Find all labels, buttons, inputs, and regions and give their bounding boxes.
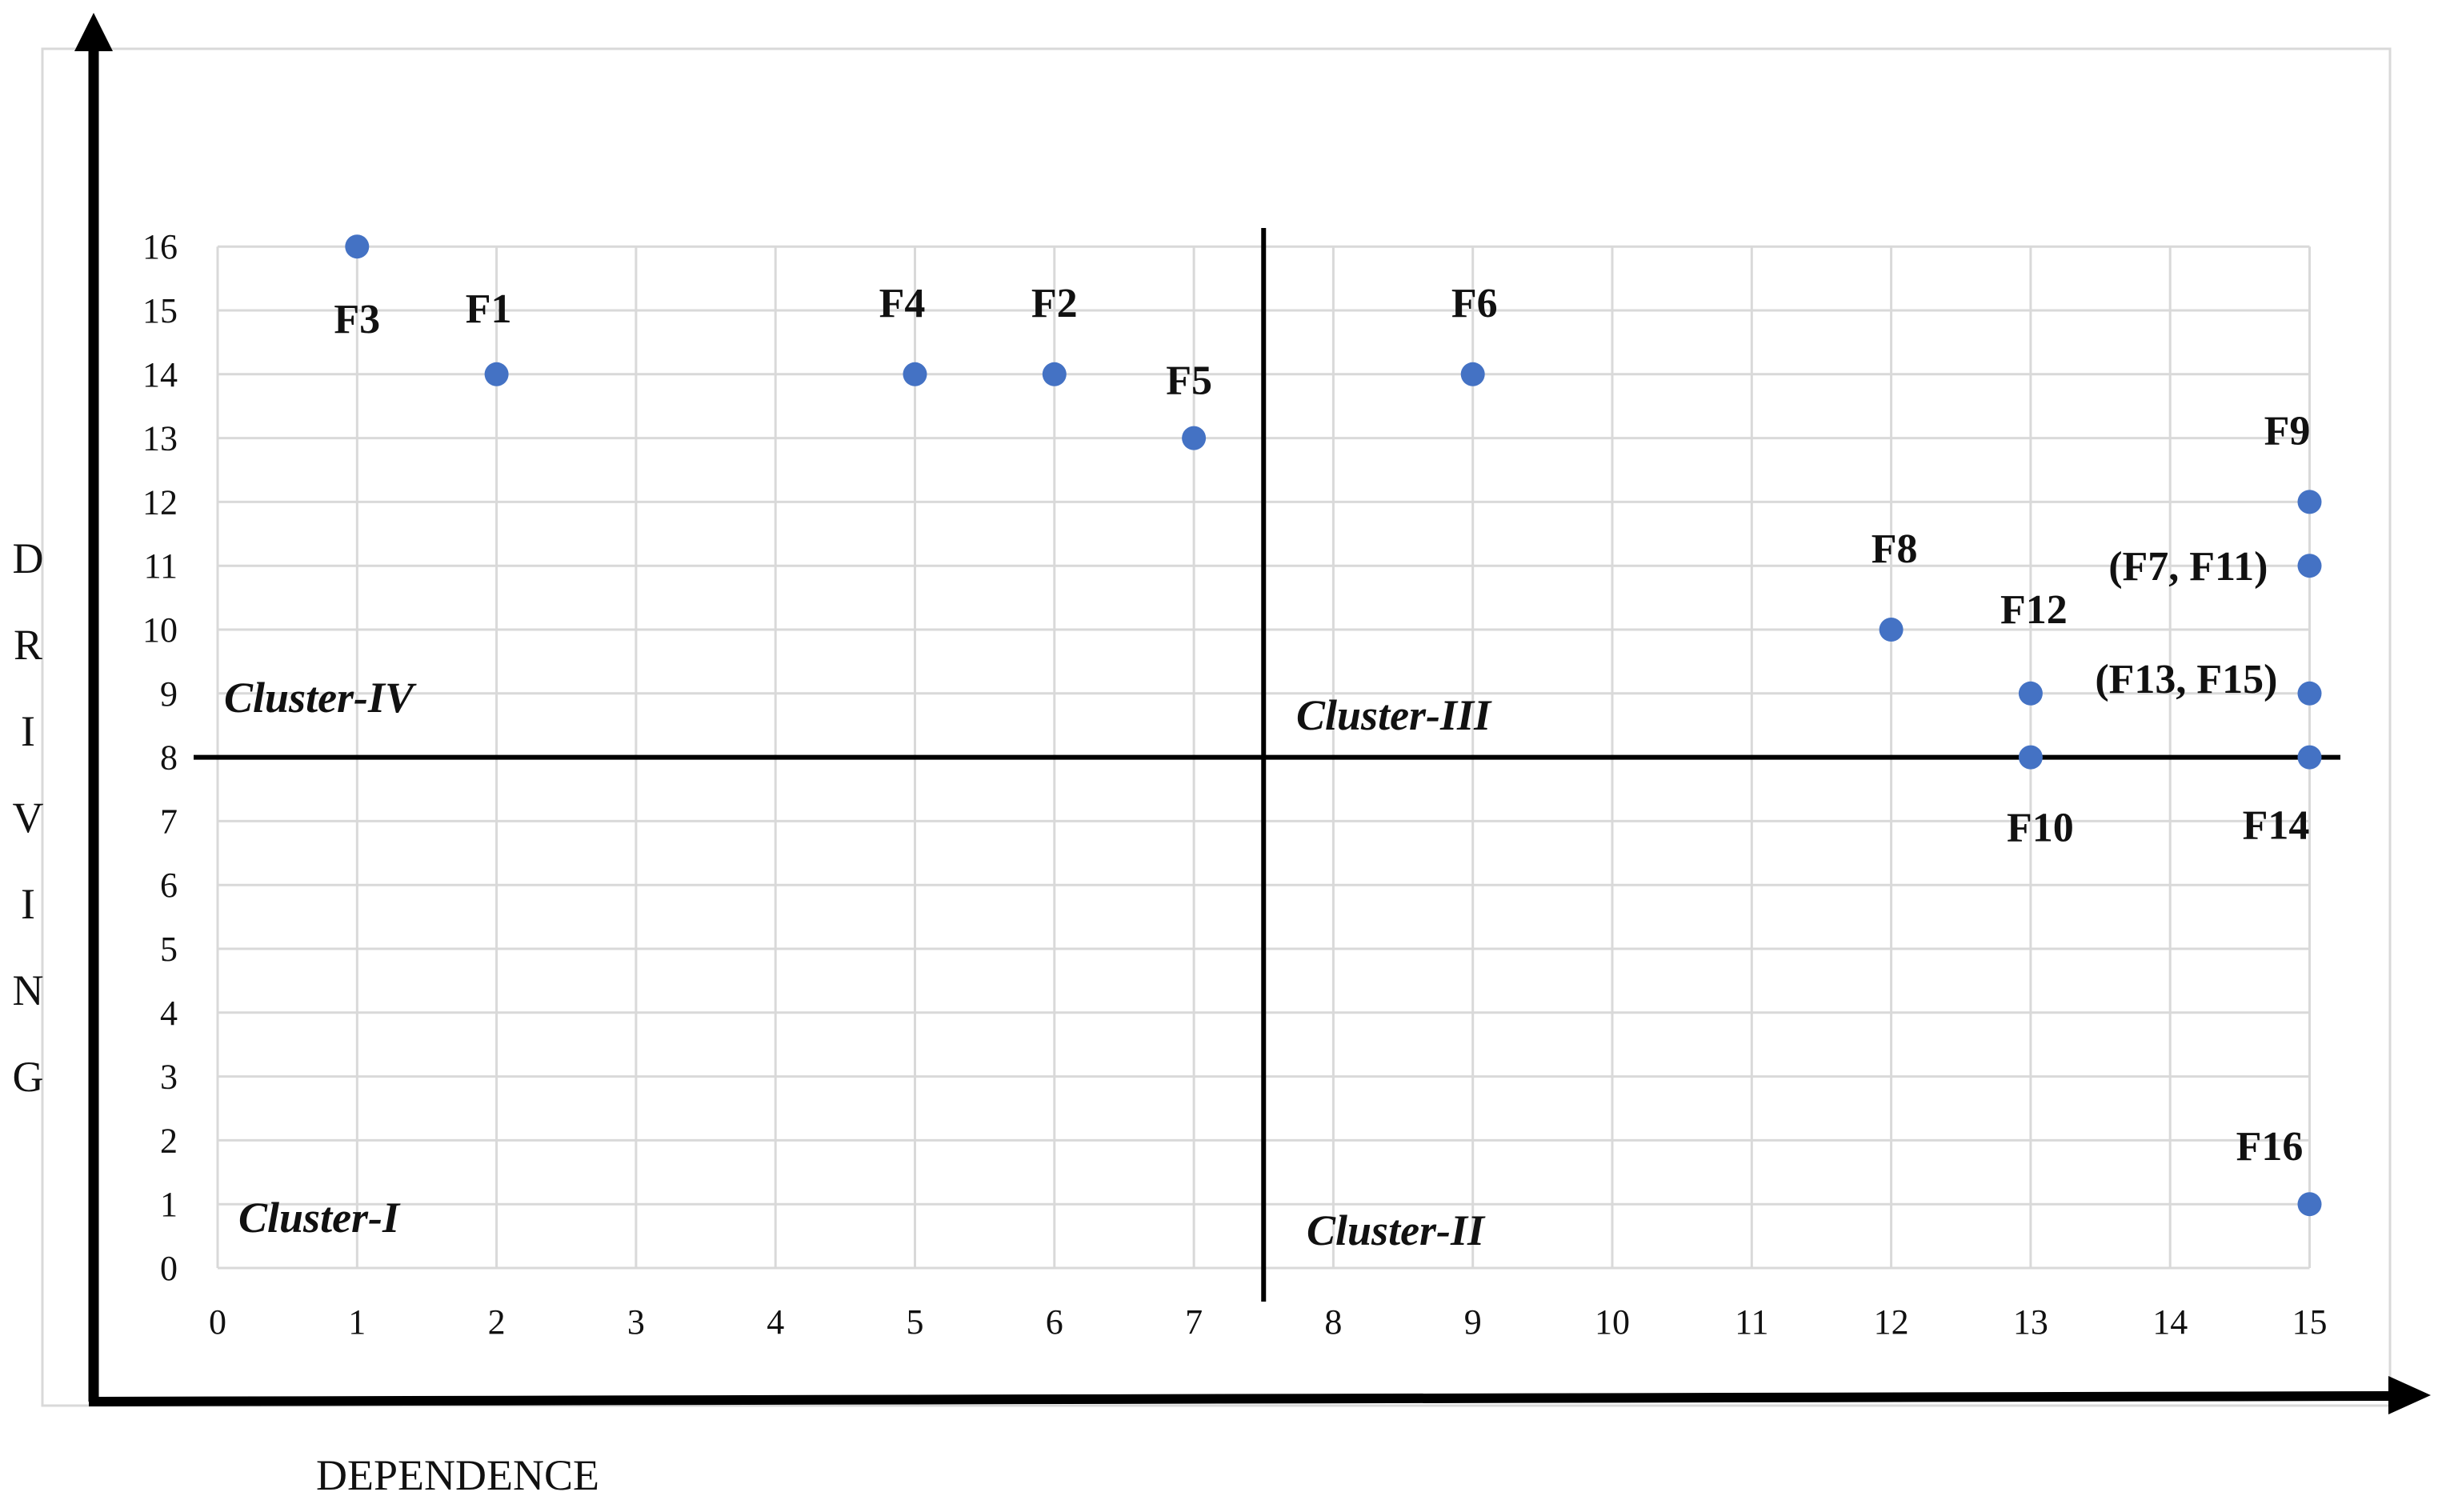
data-point xyxy=(484,362,509,386)
data-point xyxy=(2297,1192,2322,1217)
data-point-label: F12 xyxy=(2000,587,2068,633)
data-point xyxy=(2297,554,2322,578)
cluster-label: Cluster-I xyxy=(238,1194,401,1242)
y-axis-title-letter: I xyxy=(21,707,35,755)
data-point-label: F6 xyxy=(1451,281,1498,326)
y-tick-label: 1 xyxy=(160,1185,178,1224)
x-tick-label: 5 xyxy=(907,1302,924,1342)
cluster-labels: Cluster-IV Cluster-III Cluster-I Cluster-II xyxy=(224,674,1492,1254)
y-tick-label: 7 xyxy=(160,802,178,841)
data-point-label: F9 xyxy=(2264,408,2311,454)
data-point xyxy=(2018,681,2043,706)
data-point-label: F16 xyxy=(2236,1124,2304,1170)
point-labels: F3 F1 F4 F2 F5 F6 F9 (F7, F11) F8 F12 (F13, F15) F1… xyxy=(334,281,2310,1170)
data-point xyxy=(1042,362,1067,386)
cluster-label: Cluster-III xyxy=(1296,691,1492,739)
x-tick-label: 8 xyxy=(1324,1302,1342,1342)
data-point xyxy=(345,234,370,259)
data-point-label: F1 xyxy=(466,286,512,332)
data-point-label: (F13, F15) xyxy=(2095,657,2277,702)
data-point-label: F3 xyxy=(334,297,380,342)
data-point-label: F8 xyxy=(1872,526,1918,572)
data-point-label: F2 xyxy=(1031,281,1078,326)
x-tick-label: 14 xyxy=(2152,1302,2188,1342)
y-axis-title-letter: N xyxy=(13,966,44,1014)
y-tick-label: 8 xyxy=(160,738,178,778)
data-point xyxy=(1879,618,1904,642)
y-tick-label: 14 xyxy=(142,355,178,394)
x-axis-title: DEPENDENCE xyxy=(316,1451,599,1499)
axis-arrows xyxy=(74,13,2431,1414)
data-point xyxy=(2297,490,2322,514)
x-tick-label: 1 xyxy=(348,1302,366,1342)
y-tick-label: 12 xyxy=(142,482,178,522)
y-axis-title-letter: R xyxy=(14,621,42,669)
data-point xyxy=(1182,426,1207,450)
y-axis-title-letter: V xyxy=(13,794,44,842)
x-tick-label: 2 xyxy=(488,1302,506,1342)
data-point xyxy=(2297,681,2322,706)
plot-frame xyxy=(41,47,2392,1407)
x-tick-label: 13 xyxy=(2013,1302,2048,1342)
y-tick-label: 16 xyxy=(142,227,178,266)
y-tick-label: 15 xyxy=(142,291,178,330)
y-axis-title-letter: G xyxy=(13,1053,44,1101)
x-tick-label: 4 xyxy=(767,1302,784,1342)
y-axis-arrowhead xyxy=(74,13,113,51)
data-point xyxy=(903,362,927,386)
x-tick-label: 10 xyxy=(1595,1302,1630,1342)
y-tick-label: 10 xyxy=(142,610,178,650)
data-point-label: F10 xyxy=(2007,806,2074,851)
data-point-label: F4 xyxy=(879,281,926,326)
quadrant-dividers xyxy=(194,228,2340,1302)
y-tick-label: 3 xyxy=(160,1058,178,1097)
y-tick-label: 9 xyxy=(160,674,178,714)
x-tick-label: 7 xyxy=(1185,1302,1203,1342)
data-point xyxy=(2297,745,2322,770)
x-tick-label: 0 xyxy=(209,1302,226,1342)
data-point xyxy=(1460,362,1485,386)
x-axis-line xyxy=(88,1391,2389,1406)
x-axis-arrowhead xyxy=(2388,1376,2431,1414)
data-points xyxy=(345,234,2322,1217)
cluster-label: Cluster-IV xyxy=(224,674,417,722)
y-tick-label: 6 xyxy=(160,866,178,905)
y-axis-title-letter: D xyxy=(13,534,44,582)
data-point-label: F14 xyxy=(2243,803,2310,849)
data-point-label: (F7, F11) xyxy=(2108,544,2268,590)
cluster-label: Cluster-II xyxy=(1307,1206,1486,1254)
x-tick-label: 11 xyxy=(1735,1302,1768,1342)
x-tick-label: 15 xyxy=(2292,1302,2328,1342)
x-tick-label: 12 xyxy=(1874,1302,1909,1342)
x-tick-label: 9 xyxy=(1464,1302,1482,1342)
x-tick-label: 6 xyxy=(1046,1302,1063,1342)
y-tick-label: 5 xyxy=(160,930,178,969)
y-tick-label: 13 xyxy=(142,419,178,458)
x-tick-label: 3 xyxy=(627,1302,645,1342)
y-tick-label: 11 xyxy=(144,546,178,586)
y-axis-title-letter: I xyxy=(21,880,35,928)
tick-labels: 0 1 2 3 4 5 6 7 8 9 10 11 12 13 14 15012345678910111213… xyxy=(142,227,2328,1342)
y-tick-label: 0 xyxy=(160,1249,178,1288)
data-point xyxy=(2018,745,2043,770)
y-tick-label: 4 xyxy=(160,994,178,1033)
y-tick-label: 2 xyxy=(160,1121,178,1160)
data-point-label: F5 xyxy=(1166,358,1212,404)
